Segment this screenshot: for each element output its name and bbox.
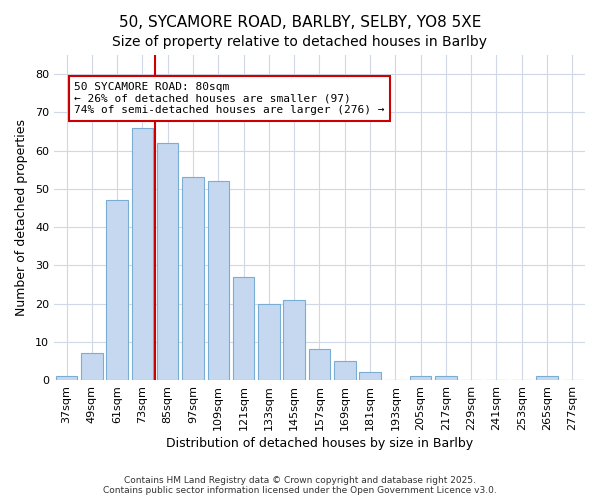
Bar <box>536 376 558 380</box>
Bar <box>258 304 280 380</box>
Bar <box>208 181 229 380</box>
Bar <box>56 376 77 380</box>
Bar <box>106 200 128 380</box>
Bar <box>182 178 204 380</box>
Bar <box>435 376 457 380</box>
Text: 50, SYCAMORE ROAD, BARLBY, SELBY, YO8 5XE: 50, SYCAMORE ROAD, BARLBY, SELBY, YO8 5X… <box>119 15 481 30</box>
Text: Size of property relative to detached houses in Barlby: Size of property relative to detached ho… <box>113 35 487 49</box>
Bar <box>309 350 330 380</box>
Bar <box>157 143 178 380</box>
Bar <box>410 376 431 380</box>
X-axis label: Distribution of detached houses by size in Barlby: Distribution of detached houses by size … <box>166 437 473 450</box>
Bar <box>359 372 381 380</box>
Bar <box>233 277 254 380</box>
Bar <box>131 128 153 380</box>
Y-axis label: Number of detached properties: Number of detached properties <box>15 119 28 316</box>
Bar <box>283 300 305 380</box>
Bar <box>334 361 356 380</box>
Bar <box>81 354 103 380</box>
Text: Contains HM Land Registry data © Crown copyright and database right 2025.
Contai: Contains HM Land Registry data © Crown c… <box>103 476 497 495</box>
Text: 50 SYCAMORE ROAD: 80sqm
← 26% of detached houses are smaller (97)
74% of semi-de: 50 SYCAMORE ROAD: 80sqm ← 26% of detache… <box>74 82 385 115</box>
